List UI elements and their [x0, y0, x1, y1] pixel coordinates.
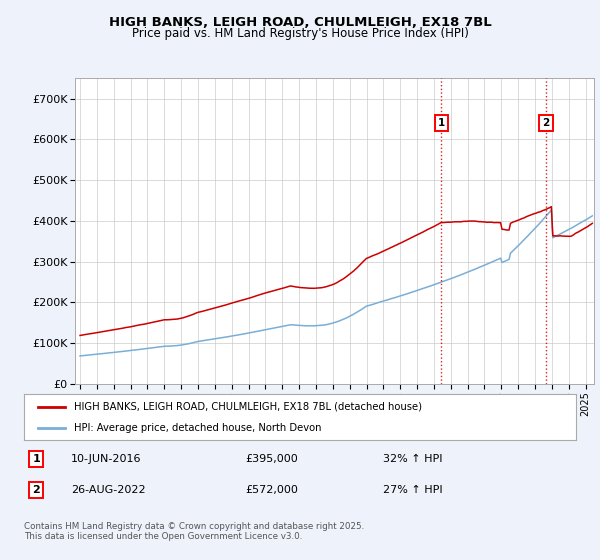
- Text: Contains HM Land Registry data © Crown copyright and database right 2025.
This d: Contains HM Land Registry data © Crown c…: [24, 522, 364, 542]
- Text: £572,000: £572,000: [245, 485, 298, 495]
- Text: 32% ↑ HPI: 32% ↑ HPI: [383, 454, 442, 464]
- Text: 2: 2: [542, 118, 550, 128]
- Text: HPI: Average price, detached house, North Devon: HPI: Average price, detached house, Nort…: [74, 423, 321, 433]
- Text: 27% ↑ HPI: 27% ↑ HPI: [383, 485, 442, 495]
- Text: Price paid vs. HM Land Registry's House Price Index (HPI): Price paid vs. HM Land Registry's House …: [131, 27, 469, 40]
- Text: HIGH BANKS, LEIGH ROAD, CHULMLEIGH, EX18 7BL (detached house): HIGH BANKS, LEIGH ROAD, CHULMLEIGH, EX18…: [74, 402, 422, 412]
- Text: HIGH BANKS, LEIGH ROAD, CHULMLEIGH, EX18 7BL: HIGH BANKS, LEIGH ROAD, CHULMLEIGH, EX18…: [109, 16, 491, 29]
- Text: 1: 1: [32, 454, 40, 464]
- Text: 2: 2: [32, 485, 40, 495]
- Text: £395,000: £395,000: [245, 454, 298, 464]
- Text: 1: 1: [438, 118, 445, 128]
- Text: 26-AUG-2022: 26-AUG-2022: [71, 485, 146, 495]
- Text: 10-JUN-2016: 10-JUN-2016: [71, 454, 142, 464]
